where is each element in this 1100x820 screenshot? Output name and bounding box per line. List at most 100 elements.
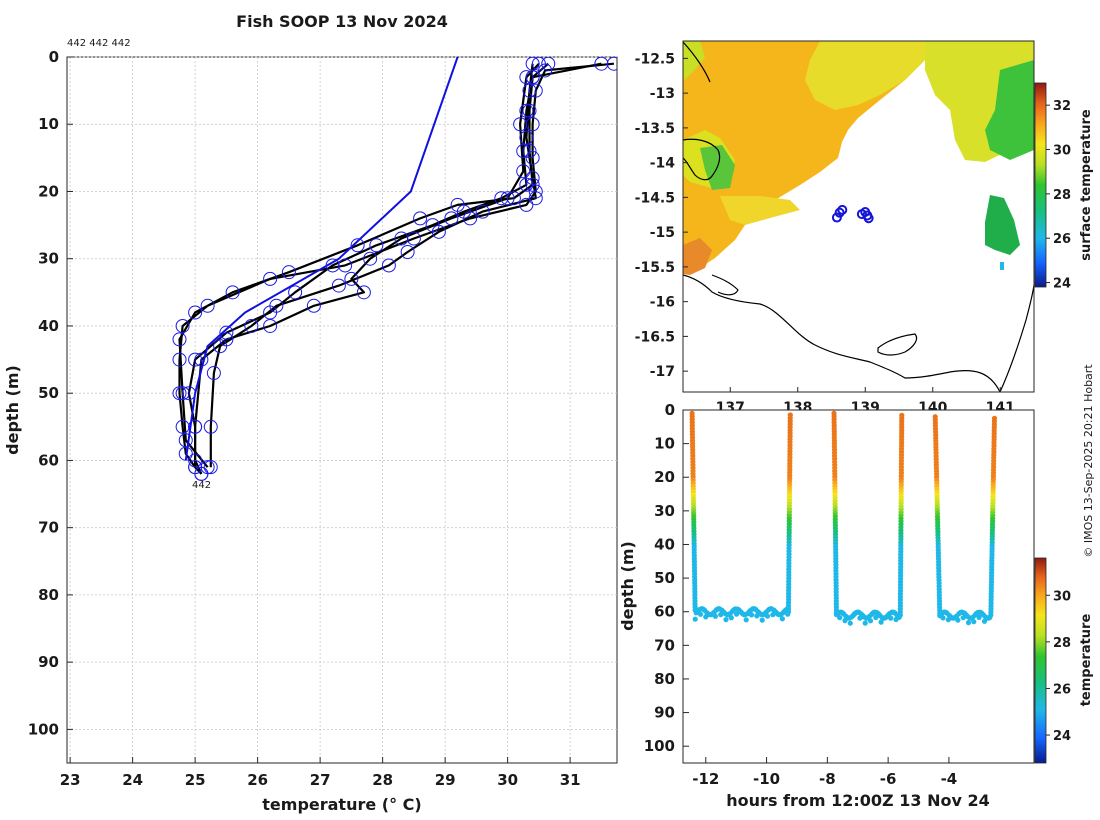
profile-point-marker [522, 144, 537, 159]
section-point [899, 412, 905, 418]
profile-series-line [178, 62, 615, 475]
profile-point-marker [528, 184, 543, 199]
section-x-tick-label: -12 [692, 770, 719, 788]
map-ne-green [985, 60, 1034, 160]
section-point [955, 617, 961, 623]
map-colorbar-label: surface temperature [1079, 109, 1094, 261]
profile-point-marker [522, 83, 537, 98]
profile-point-marker [331, 278, 346, 293]
section-point [692, 616, 698, 622]
section-point [867, 618, 874, 624]
map-colorbar-ticks: 24 26 28 30 32 [1046, 99, 1071, 292]
section-y-tick-label: 100 [644, 737, 675, 755]
profile-point-marker [516, 144, 531, 159]
map-plot: 137 138 139 140 141 -12.5-13-13.5-14-14.5-15… [635, 40, 1094, 416]
profile-x-tick-label: 23 [60, 771, 81, 789]
profile-y-tick-label: 70 [38, 519, 59, 537]
profile-point-marker [369, 238, 384, 253]
section-colorbar-ticks: 24 26 28 30 [1046, 589, 1071, 744]
profile-point-marker [172, 386, 187, 401]
map-ship-track [831, 204, 874, 224]
profile-point-marker [288, 285, 303, 300]
profile-x-ticks: 23 24 25 26 27 28 29 30 31 [60, 757, 581, 789]
map-coastline-island-south [877, 333, 918, 356]
profile-x-tick-label: 25 [185, 771, 206, 789]
section-colorbar-tick-label: 24 [1053, 729, 1071, 744]
map-y-tick-label: -14 [650, 156, 676, 172]
profile-point-marker [413, 211, 428, 226]
section-point [888, 615, 894, 621]
profile-x-tick-label: 26 [247, 771, 268, 789]
profile-y-tick-label: 90 [38, 653, 59, 671]
profile-plot: 23 24 25 26 27 28 29 30 31 0 10 20 30 40 50 60 70 80 90 10… [3, 38, 618, 814]
profile-point-marker [528, 191, 543, 206]
profile-point-marker [188, 419, 203, 434]
map-colorbar-tick-label: 32 [1053, 99, 1071, 114]
profile-y-ticks: 0 10 20 30 40 50 60 70 80 90 100 [28, 48, 73, 738]
section-axes-box [682, 409, 1035, 764]
profile-x-tick-label: 29 [435, 771, 456, 789]
section-point [748, 612, 755, 618]
section-point [734, 611, 740, 617]
profile-point-marker [381, 258, 396, 273]
map-y-tick-label: -14.5 [635, 190, 675, 206]
profile-point-marker [175, 386, 190, 401]
map-blue-pixel [1000, 262, 1004, 270]
profile-point-marker [263, 271, 278, 286]
profile-point-marker [178, 433, 193, 448]
profile-point-marker [175, 318, 190, 333]
profile-point-marker [188, 352, 203, 367]
section-point [837, 615, 843, 621]
profile-end-label: 442 [192, 480, 211, 491]
profile-x-label: temperature (° C) [262, 795, 421, 814]
map-east-cool-patch [985, 195, 1020, 255]
section-y-tick-label: 20 [654, 468, 675, 486]
profile-x-tick-label: 27 [310, 771, 331, 789]
section-colorbar-tick-label: 26 [1053, 682, 1071, 697]
profile-point-marker [475, 204, 490, 219]
section-point [991, 415, 998, 421]
map-y-tick-label: -12.5 [635, 51, 675, 67]
profile-point-marker [519, 197, 534, 212]
map-y-ticks: -12.5 -13 -13.5 -14 -14.5 -15 -15.5 -16 -16.5 -17 [635, 51, 688, 380]
profile-point-marker [494, 191, 509, 206]
section-point [787, 412, 793, 418]
map-track-point [834, 207, 845, 218]
section-y-tick-label: 10 [654, 435, 675, 453]
profile-y-tick-label: 100 [28, 720, 59, 738]
profile-point-marker [394, 231, 409, 246]
profile-point-marker [519, 70, 534, 85]
profile-point-marker [244, 318, 259, 333]
profile-point-marker [522, 103, 537, 118]
map-y-tick-label: -13.5 [635, 121, 675, 137]
profile-point-marker [213, 339, 228, 354]
section-colorbar-label: temperature [1079, 614, 1094, 707]
profile-point-marker [541, 57, 556, 71]
map-mid-yellow [720, 196, 800, 225]
section-x-tick-label: -8 [819, 770, 836, 788]
profile-point-marker [363, 251, 378, 266]
profile-point-marker [281, 265, 296, 280]
profile-x-tick-label: 28 [372, 771, 393, 789]
section-x-tick-label: -10 [753, 770, 780, 788]
section-point [976, 614, 982, 621]
profile-point-marker [200, 298, 215, 313]
profile-header-labels: 442 442 442 [67, 38, 131, 49]
profile-point-marker [528, 83, 543, 98]
section-y-ticks: 0 10 20 30 40 50 60 70 80 90 100 [644, 401, 689, 755]
section-y-tick-label: 90 [654, 704, 675, 722]
section-colorbar [1034, 557, 1047, 764]
section-point [723, 617, 729, 623]
section-point [878, 619, 884, 625]
profile-point-marker [431, 224, 446, 239]
section-x-ticks: -12 -10 -8 -6 -4 [692, 757, 957, 788]
map-track-point [831, 212, 842, 223]
profile-point-marker [344, 271, 359, 286]
map-colorbar-tick-label: 24 [1053, 277, 1071, 292]
map-y-tick-label: -15 [650, 225, 675, 241]
map-coastline-south [683, 274, 1001, 392]
map-colorbar-tick-label: 26 [1053, 232, 1071, 247]
section-x-tick-label: -4 [941, 770, 958, 788]
map-y-tick-label: -16.5 [635, 329, 675, 345]
